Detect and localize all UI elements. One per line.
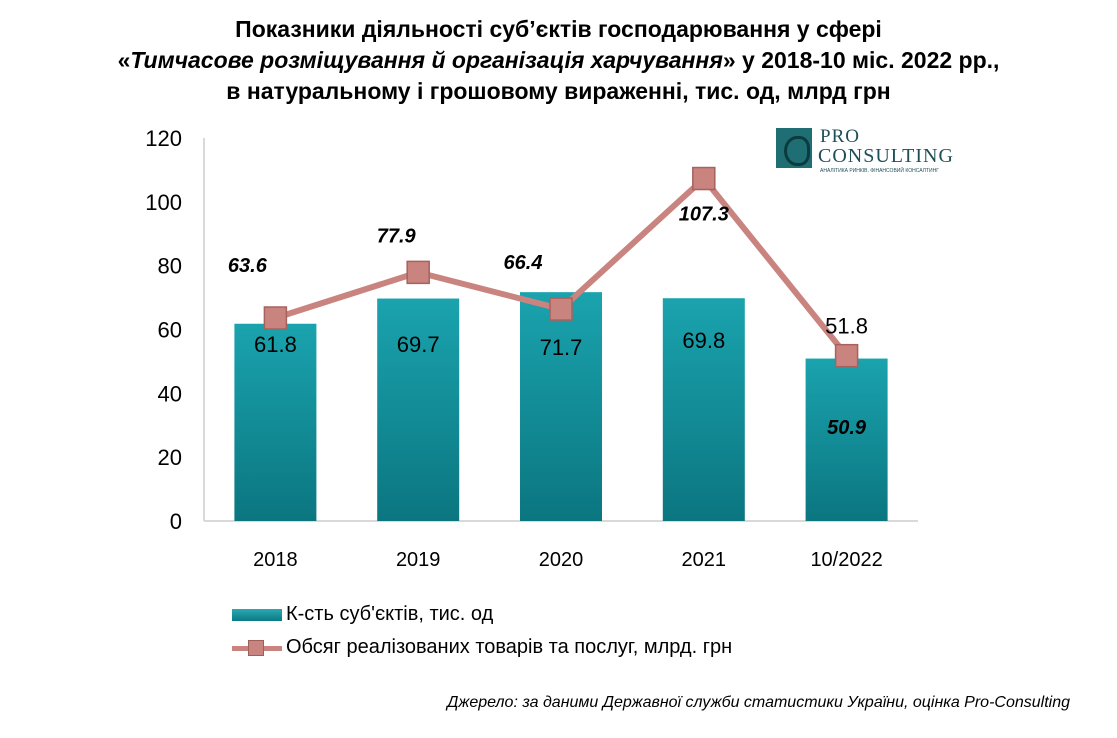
line-value-label: 66.4 [504, 252, 543, 274]
logo-mark-icon [776, 128, 812, 168]
title-line-3: в натуральному і грошовому вираженні, ти… [226, 78, 891, 104]
x-tick-label: 2019 [396, 549, 441, 571]
line-value-label: 77.9 [377, 225, 417, 247]
line-marker [406, 260, 430, 285]
legend: К-сть суб'єктів, тис. од Обсяг реалізова… [232, 598, 732, 664]
source-note: Джерело: за даними Державної служби стат… [447, 694, 1070, 711]
y-tick-label: 20 [158, 445, 182, 470]
logo-consulting-text: CONSULTING [818, 145, 954, 167]
bar-value-label: 50.9 [827, 417, 867, 439]
y-tick-label: 120 [145, 126, 182, 151]
title-line-2-rest: » у 2018-10 міс. 2022 рр., [722, 47, 1000, 73]
bar-value-label: 61.8 [254, 332, 297, 357]
y-tick-label: 40 [158, 381, 182, 406]
title-line-1: Показники діяльності суб’єктів господарю… [235, 16, 882, 42]
x-tick-label: 10/2022 [810, 549, 882, 571]
title-italic-part: Тимчасове розміщування й організація хар… [130, 47, 723, 73]
line-marker [834, 343, 859, 368]
logo-tagline: АНАЛІТИКА РИНКІВ. ФІНАНСОВИЙ КОНСАЛТИНГ [820, 168, 939, 174]
title-quote-open: « [117, 47, 131, 73]
line-value-label: 63.6 [228, 255, 268, 277]
y-tick-label: 60 [158, 318, 182, 343]
bar [805, 358, 888, 521]
line-marker [692, 166, 716, 191]
legend-line-label: Обсяг реалізованих товарів та послуг, мл… [286, 636, 733, 658]
x-tick-label: 2021 [682, 549, 727, 571]
line-value-label: 51.8 [825, 314, 868, 339]
bar [234, 323, 317, 521]
line-marker [263, 306, 288, 330]
y-tick-label: 100 [145, 190, 182, 215]
line-value-label: 107.3 [679, 204, 729, 226]
bar [520, 292, 602, 521]
legend-bar-label: К-сть суб'єктів, тис. од [286, 603, 494, 625]
y-tick-label: 80 [158, 254, 182, 279]
legend-item-bars: К-сть суб'єктів, тис. од [232, 598, 732, 631]
bar [377, 298, 460, 521]
title-line-2: «Тимчасове розміщування й організація ха… [0, 45, 1117, 76]
legend-item-line: Обсяг реалізованих товарів та послуг, мл… [232, 631, 732, 664]
legend-bar-swatch [232, 608, 282, 621]
bar [662, 298, 745, 521]
x-tick-label: 2018 [253, 549, 298, 571]
legend-line-swatch [232, 638, 282, 658]
y-tick-label: 0 [170, 509, 182, 534]
x-tick-label: 2020 [539, 549, 584, 571]
bar-value-label: 69.7 [397, 332, 440, 357]
bar-value-label: 69.8 [682, 328, 725, 353]
chart-title: Показники діяльності суб’єктів господарю… [0, 14, 1117, 107]
logo-pro-text: PRO [820, 126, 860, 147]
pro-consulting-logo: PRO CONSULTING АНАЛІТИКА РИНКІВ. ФІНАНСО… [776, 126, 953, 174]
line-marker [549, 297, 573, 321]
combo-chart: 0 20 40 60 80 100 120 2018 2019 2020 2021 10/2022 61… [145, 126, 918, 571]
bar-value-label: 71.7 [540, 335, 583, 360]
